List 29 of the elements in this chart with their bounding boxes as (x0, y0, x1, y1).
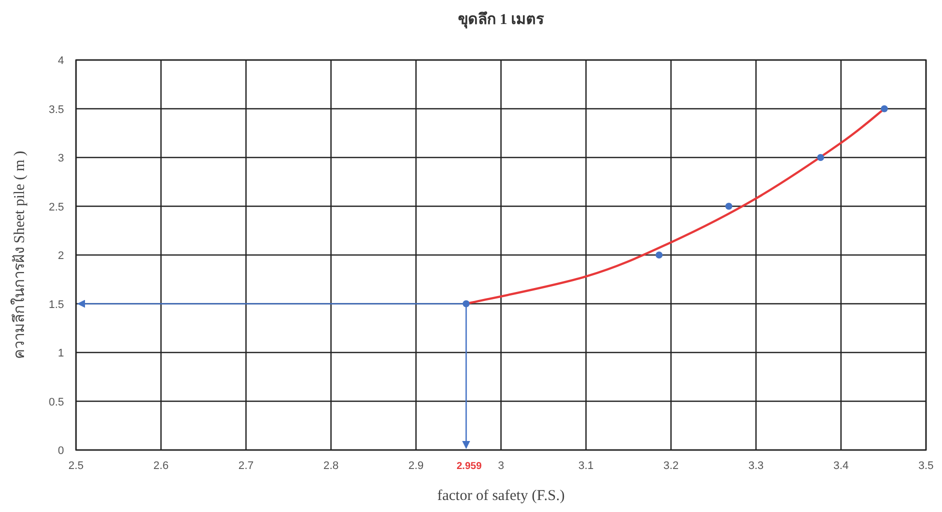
point (817, 154, 824, 161)
point (725, 202, 732, 210)
y-tick-label: 4 (58, 55, 64, 67)
point (656, 252, 663, 258)
x-tick-label: 2.6 (153, 460, 169, 472)
y-tick-label: 1 (58, 348, 64, 360)
y-tick-label: 2.5 (48, 201, 64, 214)
x-axis-title: factor of safety (F.S.) (437, 488, 565, 504)
x-tick-label: 2.7 (238, 460, 254, 472)
x-tick-label: 3.5 (918, 460, 934, 472)
y-tick-label: 0 (58, 445, 64, 457)
y-tick-label: 0.5 (48, 396, 64, 408)
x-tick-label: 3.4 (833, 460, 849, 472)
x-tick-label: 3 (498, 460, 504, 472)
point (462, 300, 470, 308)
y-tick-label: 3.5 (48, 104, 64, 116)
x-tick-label: 3.3 (748, 460, 764, 472)
y-tick-label: 1.5 (48, 298, 64, 311)
ref-line-label: 2.959 (456, 461, 482, 472)
x-tick-label: 3.2 (663, 460, 679, 472)
x-tick-label: 2.5 (68, 460, 84, 472)
x-tick-label: 2.8 (323, 460, 339, 472)
chart-title: ขุดลึก 1 เมตร (458, 10, 545, 29)
x-tick-label: 2.9 (408, 460, 424, 472)
y-axis-title: ความลึกในการฝัง Sheet pile ( m ) (10, 150, 28, 360)
y-tick-label: 2 (58, 250, 64, 262)
point (880, 105, 888, 112)
x-tick-label: 3.1 (578, 460, 594, 472)
y-tick-label: 3 (58, 152, 64, 164)
